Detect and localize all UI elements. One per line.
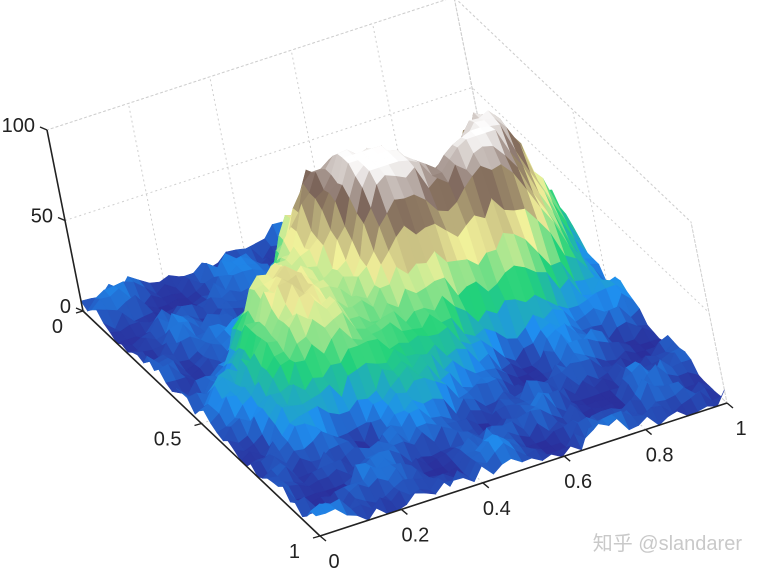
x-tick-mark xyxy=(645,429,653,436)
z-grid-line xyxy=(64,86,710,313)
surface-quad xyxy=(310,503,327,517)
y-tick-mark xyxy=(75,310,84,314)
x-tick-label: 0.4 xyxy=(483,498,511,520)
x-tick-mark xyxy=(482,482,490,489)
z-tick-mark xyxy=(75,307,84,312)
x-grid-line xyxy=(127,103,165,285)
x-axis-line xyxy=(319,402,728,537)
x-tick-label: 1 xyxy=(735,418,746,440)
z-tick-mark xyxy=(39,126,48,131)
y-tick-mark xyxy=(194,422,202,427)
x-tick-label: 0.6 xyxy=(564,471,592,493)
z-tick-label: 0 xyxy=(60,296,71,318)
y-tick-mark xyxy=(312,535,321,539)
x-grid-line xyxy=(209,76,247,258)
watermark: 知乎 @slandarer xyxy=(593,532,743,555)
axes xyxy=(39,126,734,542)
y-tick-label: 0.5 xyxy=(154,429,182,451)
z-grid-line xyxy=(46,0,692,223)
x-tick-label: 0 xyxy=(328,551,339,573)
y-grid-line xyxy=(690,221,728,404)
x-tick-mark xyxy=(400,508,408,515)
z-tick-label: 50 xyxy=(31,206,53,228)
z-tick-mark xyxy=(57,216,66,222)
x-tick-mark xyxy=(563,455,571,462)
side-wall-border xyxy=(454,0,728,405)
x-tick-label: 0.2 xyxy=(401,524,429,546)
y-tick-label: 0 xyxy=(52,316,63,338)
watermark-text: 知乎 @slandarer xyxy=(593,532,743,555)
z-tick-label: 100 xyxy=(2,115,35,137)
y-grid-line xyxy=(572,109,609,291)
tick-labels: 0 0.2 0.4 0.6 0.8 1 0 0.5 1 0 50 100 xyxy=(2,115,747,573)
x-tick-mark xyxy=(726,402,734,409)
x-tick-label: 0.8 xyxy=(646,445,674,467)
surface-mesh xyxy=(80,110,725,521)
x-tick-mark xyxy=(319,535,327,542)
y-tick-label: 1 xyxy=(289,541,300,563)
